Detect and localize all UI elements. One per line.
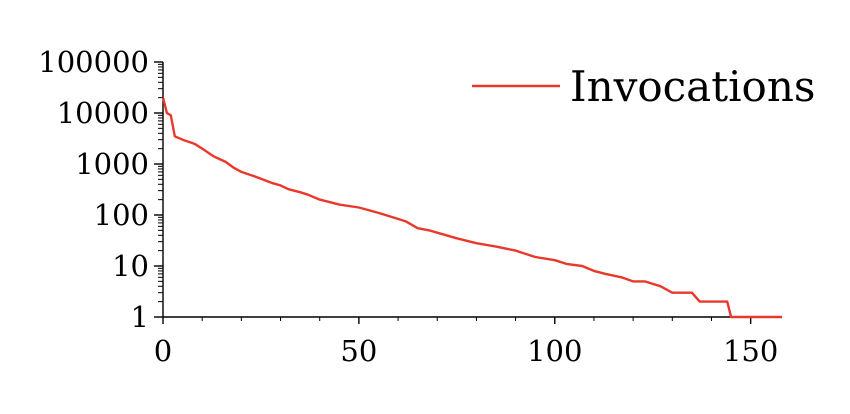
y-tick-label: 10000 [57,96,149,130]
ticks: 0 50 100 150 1 10 100 1000 10000 100000 [38,45,778,368]
series-layer [161,97,782,319]
y-tick-label: 100 [94,198,149,232]
y-tick-label: 1 [131,300,149,334]
legend: Invocations [472,62,815,111]
y-tick-label: 10 [112,249,149,283]
x-tick-label: 50 [340,334,377,368]
x-tick-label: 0 [154,334,172,368]
series-line-invocations [161,97,782,319]
axes [162,62,782,318]
y-tick-label: 1000 [75,147,149,181]
x-tick-label: 150 [723,334,778,368]
legend-label-invocations: Invocations [570,62,815,111]
y-tick-label: 100000 [38,45,149,79]
x-tick-label: 100 [527,334,582,368]
